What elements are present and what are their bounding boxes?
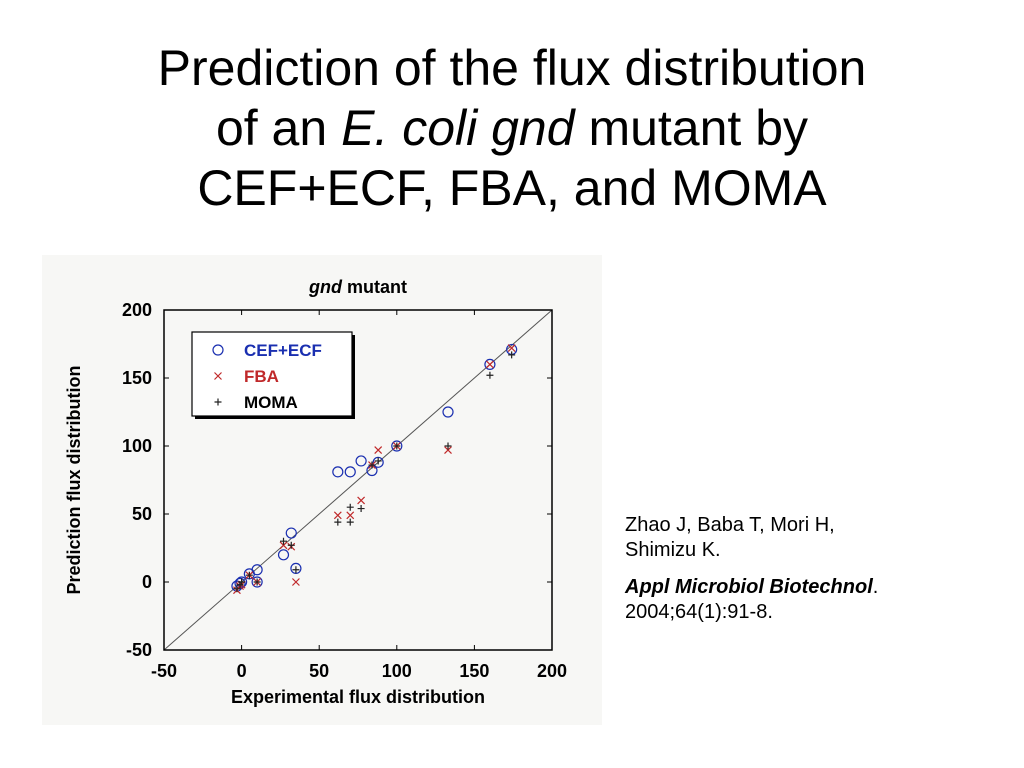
axis-ticks bbox=[163, 309, 553, 651]
y-tick-label: 150 bbox=[122, 368, 152, 388]
x-tick-label: 150 bbox=[459, 661, 489, 681]
citation: Zhao J, Baba T, Mori H, Shimizu K. Appl M… bbox=[625, 513, 1005, 625]
legend-marker bbox=[212, 344, 224, 356]
title-line-1: Prediction of the flux distribution bbox=[157, 40, 867, 96]
y-tick-label: -50 bbox=[126, 640, 152, 660]
authors-line-1: Zhao J, Baba T, Mori H, bbox=[625, 514, 835, 536]
point-cef-ecf bbox=[277, 549, 290, 561]
point-cef-ecf bbox=[285, 527, 297, 539]
title-line-2: of an E. coli gnd mutant by bbox=[0, 98, 1024, 158]
y-tick-label: 100 bbox=[122, 436, 152, 456]
point-fba bbox=[291, 578, 300, 586]
point-fba bbox=[279, 541, 288, 550]
point-cef-ecf bbox=[332, 466, 344, 478]
point-cef-ecf bbox=[442, 406, 454, 418]
point-fba bbox=[507, 344, 516, 353]
x-tick-label: -50 bbox=[151, 661, 177, 681]
y-axis-label: Prediction flux distribution bbox=[64, 366, 84, 595]
point-moma bbox=[245, 571, 253, 579]
point-fba bbox=[346, 511, 355, 520]
title-organism: E. coli gnd bbox=[341, 100, 575, 156]
chart-title-rest: mutant bbox=[342, 277, 407, 297]
x-tick-labels: -50 0 50 100 150 200 bbox=[151, 661, 567, 681]
point-moma bbox=[346, 503, 354, 511]
title-line-2-post: mutant by bbox=[574, 100, 809, 156]
point-cef-ecf bbox=[372, 456, 384, 468]
x-tick-label: 50 bbox=[309, 661, 329, 681]
slide-title: Prediction of the flux distribution of a… bbox=[0, 38, 1024, 218]
point-cef-ecf bbox=[251, 576, 263, 588]
point-moma bbox=[334, 518, 342, 526]
citation-journal-line: Appl Microbiol Biotechnol. 2004;64(1):91-… bbox=[625, 575, 1005, 625]
data-points bbox=[231, 343, 518, 595]
y-tick-label: 200 bbox=[122, 300, 152, 320]
authors-line-2: Shimizu K. bbox=[625, 539, 721, 561]
point-moma bbox=[238, 578, 246, 586]
chart-svg: gnd mutant -50 0 50 100 150 200 -50 0 50 100 150 2… bbox=[64, 277, 567, 707]
journal-dot: . bbox=[872, 576, 879, 598]
point-moma bbox=[253, 578, 261, 586]
point-moma bbox=[292, 566, 300, 574]
point-cef-ecf bbox=[251, 564, 263, 576]
title-line-3: CEF+ECF, FBA, and MOMA bbox=[197, 160, 827, 216]
point-moma bbox=[346, 518, 354, 526]
point-cef-ecf bbox=[391, 440, 403, 452]
scatter-chart: gnd mutant -50 0 50 100 150 200 -50 0 50 100 150 2… bbox=[42, 255, 602, 725]
point-moma bbox=[233, 585, 241, 593]
chart-title: gnd mutant bbox=[308, 277, 407, 297]
point-fba bbox=[444, 446, 452, 455]
x-tick-label: 200 bbox=[537, 661, 567, 681]
point-moma bbox=[374, 457, 382, 465]
point-cef-ecf bbox=[484, 358, 496, 371]
plot-frame bbox=[163, 309, 553, 651]
journal-name: Appl Microbiol Biotechnol bbox=[625, 576, 873, 598]
point-moma bbox=[444, 442, 452, 450]
point-fba bbox=[485, 360, 494, 369]
x-tick-label: 0 bbox=[237, 661, 247, 681]
y-tick-labels: -50 0 50 100 150 200 bbox=[122, 300, 152, 660]
point-moma bbox=[393, 442, 401, 450]
x-tick-label: 100 bbox=[382, 661, 412, 681]
legend: CEF+ECF FBA MOMA bbox=[191, 331, 355, 419]
point-moma bbox=[280, 537, 288, 545]
x-axis-label: Experimental flux distribution bbox=[231, 687, 485, 707]
point-moma bbox=[508, 351, 516, 359]
title-line-2-pre: of an bbox=[215, 100, 342, 156]
point-moma bbox=[287, 541, 295, 549]
y-tick-label: 0 bbox=[142, 572, 152, 592]
point-cef-ecf bbox=[344, 466, 356, 478]
legend-marker bbox=[214, 372, 222, 380]
legend-label: MOMA bbox=[244, 393, 298, 412]
point-cef-ecf bbox=[290, 562, 302, 574]
point-fba bbox=[357, 496, 366, 505]
point-moma bbox=[357, 505, 365, 513]
legend-marker bbox=[214, 398, 222, 406]
chart-title-text: gnd mutant bbox=[308, 277, 407, 297]
citation-authors: Zhao J, Baba T, Mori H, Shimizu K. bbox=[625, 513, 1005, 563]
chart-title-italic: gnd bbox=[308, 277, 343, 297]
y-tick-label: 50 bbox=[132, 504, 152, 524]
citation-details: 2004;64(1):91-8. bbox=[625, 601, 773, 623]
point-fba bbox=[333, 511, 342, 520]
point-moma bbox=[486, 371, 494, 379]
legend-label: CEF+ECF bbox=[244, 341, 322, 360]
point-moma bbox=[368, 461, 376, 469]
point-cef-ecf bbox=[355, 455, 367, 467]
point-fba bbox=[374, 446, 383, 455]
legend-label: FBA bbox=[244, 367, 279, 386]
